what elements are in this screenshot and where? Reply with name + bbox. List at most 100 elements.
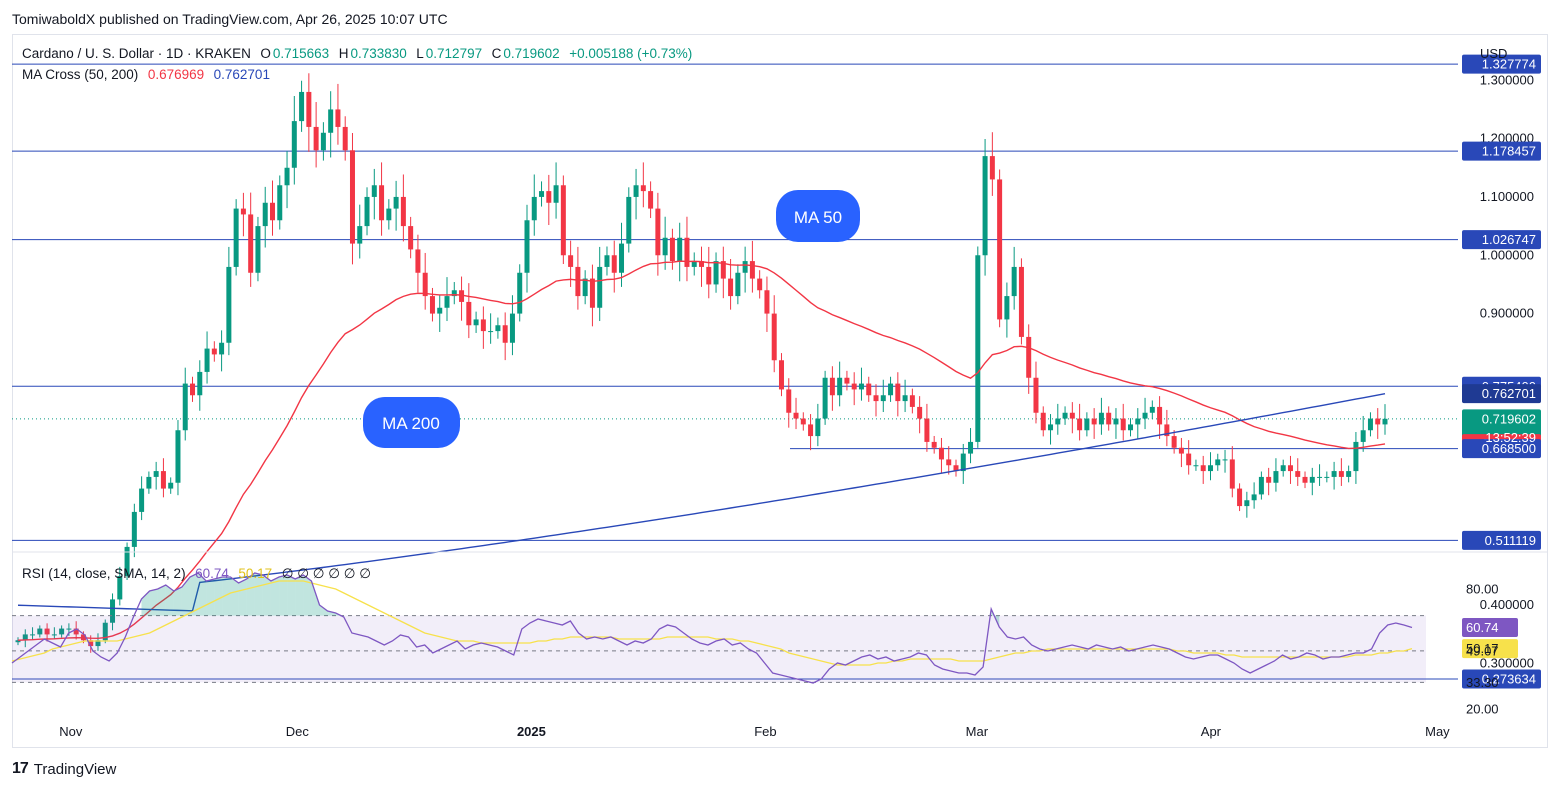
- rsi-overbought-fill: [270, 577, 280, 616]
- candle-body: [713, 261, 719, 285]
- rsi-band: [12, 615, 1426, 683]
- candle-body: [1237, 488, 1243, 507]
- candle-body: [364, 196, 370, 227]
- candle-body: [560, 185, 566, 256]
- low-value: 0.712797: [425, 46, 483, 61]
- candle-body: [764, 290, 770, 314]
- candle-body: [306, 91, 312, 127]
- published-header: TomiwaboldX published on TradingView.com…: [12, 11, 448, 27]
- candle-body: [66, 628, 72, 630]
- price-label-badge: [1462, 141, 1541, 161]
- candle-body: [1258, 476, 1264, 495]
- ma50-badge-label: MA 50: [794, 208, 842, 227]
- ma200-badge-label: MA 200: [382, 414, 440, 433]
- candle-body: [844, 377, 850, 384]
- close-label: C: [491, 46, 502, 61]
- y-tick-label: 1.300000: [1480, 72, 1534, 87]
- candle-body: [517, 272, 523, 314]
- rsi-overbought-fill: [287, 575, 296, 616]
- rsi-tick-label: 20.00: [1466, 702, 1499, 717]
- candle-body: [335, 109, 341, 127]
- candle-body: [917, 406, 923, 419]
- price-label-badge: [1462, 230, 1541, 250]
- candle-body: [262, 202, 268, 227]
- candle-body: [160, 471, 166, 489]
- candle-body: [589, 278, 595, 308]
- candle-body: [1273, 471, 1279, 483]
- price-label-text: 1.327774: [1482, 57, 1536, 72]
- rsi-overbought-fill: [165, 585, 174, 616]
- candle-body: [146, 476, 152, 489]
- tv-logo-icon: 17: [12, 760, 29, 777]
- rsi-line: [11, 572, 1413, 684]
- candle-body: [568, 255, 574, 267]
- rsi-overbought-fill: [279, 575, 288, 616]
- price-label-text: 1.178457: [1482, 144, 1536, 159]
- candle-body: [1077, 418, 1083, 431]
- candle-body: [982, 156, 988, 256]
- candle-body: [422, 272, 428, 297]
- candle-body: [393, 196, 399, 209]
- ma200-badge: [363, 397, 460, 448]
- x-tick-label: Feb: [754, 724, 776, 739]
- candle-body: [539, 191, 545, 197]
- candle-body: [1091, 418, 1097, 425]
- y-tick-label: 0.900000: [1480, 306, 1534, 321]
- candle-body: [1353, 441, 1359, 472]
- candle-body: [1164, 424, 1170, 437]
- x-tick-label: Dec: [286, 724, 310, 739]
- high-label: H: [338, 46, 349, 61]
- candle-body: [102, 622, 108, 641]
- rsi-overbought-fill: [319, 605, 328, 616]
- countdown-label: 13:52:39: [1485, 430, 1536, 445]
- candle-body: [604, 255, 610, 267]
- x-tick-label: 2025: [517, 724, 546, 739]
- low-label: L: [416, 46, 424, 61]
- rsi-overbought-fill: [222, 577, 231, 616]
- candle-body: [611, 255, 617, 273]
- candle-body: [1229, 459, 1235, 489]
- brand-name: TradingView: [33, 760, 117, 778]
- rsi-overbought-fill: [246, 573, 255, 616]
- candle-body: [1040, 412, 1046, 431]
- tradingview-logo[interactable]: 17 TradingView: [12, 760, 116, 778]
- rsi-overbought-fill: [181, 577, 191, 616]
- y-tick-label: 1.000000: [1480, 247, 1534, 262]
- candle-body: [1157, 406, 1163, 425]
- x-tick-label: May: [1425, 724, 1450, 739]
- candle-body: [408, 226, 414, 250]
- candle-body: [473, 319, 479, 326]
- candle-body: [1084, 418, 1090, 431]
- rsi-sma-line: [11, 580, 1413, 666]
- candle-body: [909, 395, 915, 407]
- price-label-text: 0.762701: [1482, 386, 1536, 401]
- candle-body: [749, 261, 755, 279]
- rsi-value: 60.74: [195, 566, 229, 581]
- candle-body: [386, 208, 392, 221]
- candle-body: [1266, 476, 1272, 483]
- candle-body: [669, 237, 675, 262]
- empty-values: ∅ ∅ ∅ ∅ ∅ ∅: [281, 566, 372, 581]
- chart-frame[interactable]: [12, 34, 1548, 748]
- candle-body: [575, 266, 581, 297]
- price-label-text: 0.668500: [1482, 441, 1536, 456]
- candle-body: [1135, 418, 1141, 425]
- candle-body: [706, 266, 712, 285]
- candle-body: [495, 325, 501, 332]
- close-value: 0.719602: [503, 46, 560, 61]
- candle-body: [509, 313, 515, 343]
- rsi-label: RSI (14, close, SMA, 14, 2): [22, 566, 186, 581]
- candle-body: [837, 377, 843, 396]
- x-tick-label: Nov: [59, 724, 83, 739]
- candle-body: [240, 208, 246, 215]
- candle-body: [30, 634, 36, 636]
- candle-body: [211, 348, 217, 355]
- candle-body: [22, 634, 28, 641]
- price-label-badge: [1462, 54, 1541, 74]
- currency-label[interactable]: USD: [1480, 46, 1508, 61]
- rsi-overbought-fill: [254, 573, 263, 616]
- candle-body: [1295, 471, 1301, 477]
- candle-body: [1113, 418, 1119, 425]
- price-label-badge: [1462, 384, 1541, 404]
